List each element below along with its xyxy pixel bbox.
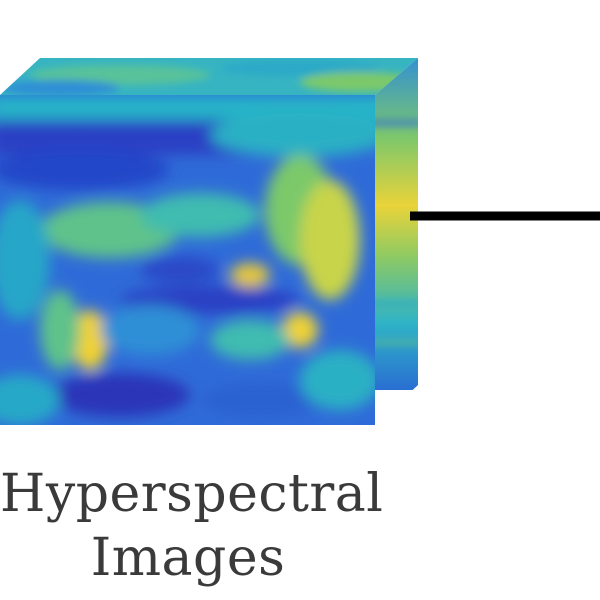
caption-line-1: Hyperspectral <box>0 464 384 524</box>
caption-line-2: Images <box>90 528 286 588</box>
cube-caption: Hyperspectral Images <box>0 462 384 590</box>
cube-side-face <box>375 58 418 390</box>
cube-top-face <box>0 58 418 95</box>
cube-front-face <box>0 95 375 425</box>
